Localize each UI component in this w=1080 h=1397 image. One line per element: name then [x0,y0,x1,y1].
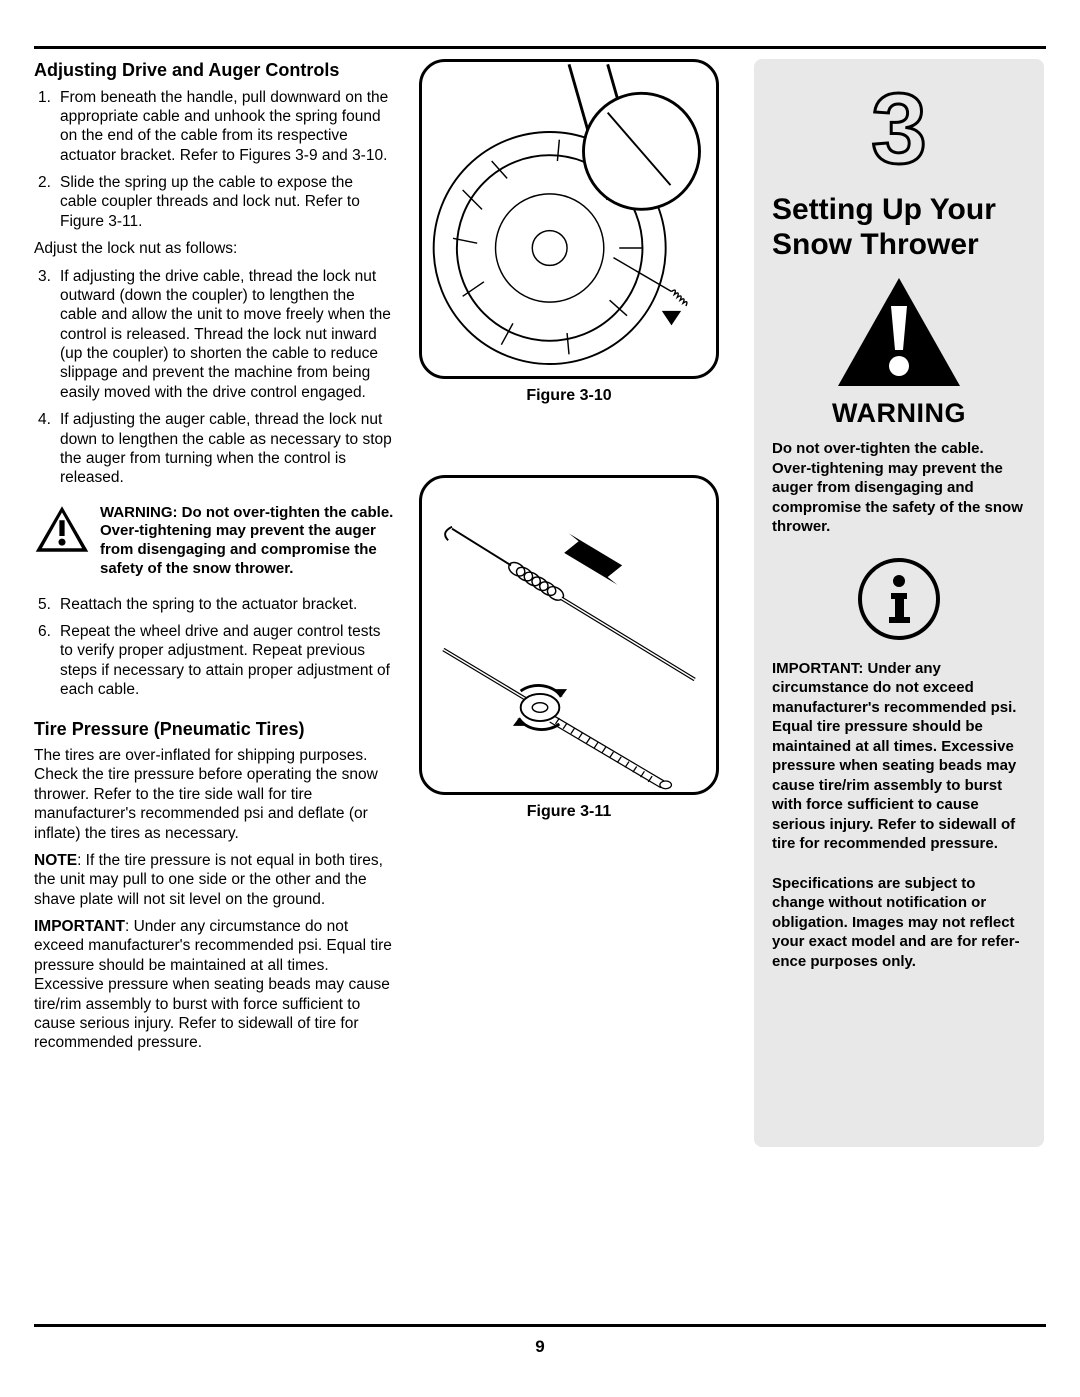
tire-important: IMPORTANT: Under any circumstance do not… [34,917,394,1053]
adjust-intro: Adjust the lock nut as follows: [34,239,394,258]
page-number: 9 [34,1337,1046,1357]
step-6: Repeat the wheel drive and auger control… [34,622,394,700]
step-3: If adjusting the drive cable, thread the… [34,267,394,403]
chapter-number-icon: 3 [772,77,1026,187]
figure-3-11-caption: Figure 3-11 [527,803,611,821]
sidebar-warning-text: Do not over-tighten the cable. Over-tigh… [772,439,1026,537]
sidebar-column: 3 Setting Up Your Snow Thrower WARNING D… [754,59,1044,1324]
step-4: If adjusting the auger cable, thread the… [34,410,394,488]
figure-3-10-caption: Figure 3-10 [526,387,611,405]
warning-triangle-icon [34,504,90,559]
left-column: Adjusting Drive and Auger Controls From … [34,59,394,1324]
step-2: Slide the spring up the cable to expose … [34,173,394,231]
tire-note: NOTE: If the tire pressure is not equal … [34,851,394,909]
figure-3-11 [419,475,719,795]
inline-warning-text: WARNING: Do not over-tighten the cable. … [100,504,394,579]
bottom-rule [34,1324,1046,1327]
heading-tire-pressure: Tire Pressure (Pneumatic Tires) [34,718,394,741]
inline-warning-box: WARNING: Do not over-tighten the cable. … [34,504,394,579]
sidebar-warning-triangle-icon [772,274,1026,390]
sidebar-title: Setting Up Your Snow Thrower [772,193,1026,262]
tire-note-text: : If the tire pressure is not equal in b… [34,852,383,908]
note-label: NOTE [34,852,77,869]
important-label: IMPORTANT [34,918,125,935]
heading-adjusting: Adjusting Drive and Auger Controls [34,59,394,82]
tire-paragraph-1: The tires are over-inflated for shipping… [34,746,394,843]
step-1: From beneath the handle, pull downward o… [34,88,394,166]
sidebar: 3 Setting Up Your Snow Thrower WARNING D… [754,59,1044,1147]
sidebar-important-text: IMPORTANT: Under any circumstance do not… [772,659,1026,854]
info-icon [772,557,1026,641]
tire-important-text: : Under any circumstance do not exceed m… [34,918,392,1051]
svg-text:3: 3 [871,77,927,185]
figure-column: Figure 3-10 [414,59,724,1324]
step-5: Reattach the spring to the actuator brac… [34,595,394,614]
figure-3-10 [419,59,719,379]
sidebar-warning-heading: WARNING [772,398,1026,429]
sidebar-spec-text: Specifications are subject to change wit… [772,874,1026,972]
